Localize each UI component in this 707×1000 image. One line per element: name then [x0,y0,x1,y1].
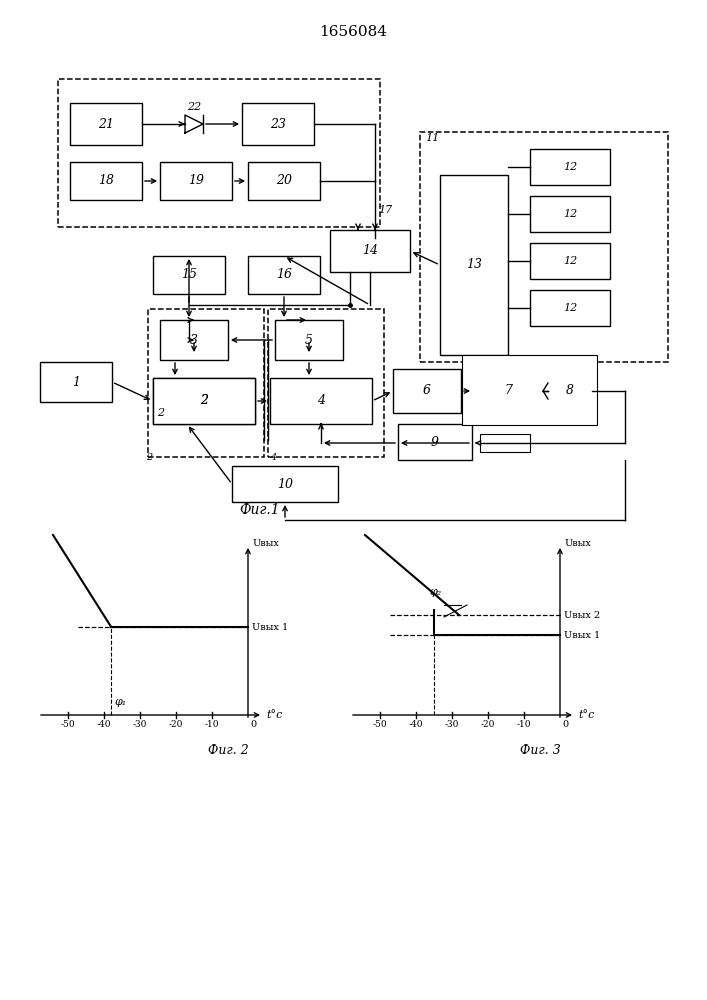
Text: Фиг.1: Фиг.1 [240,503,280,517]
Text: 0: 0 [250,720,256,729]
Text: 8: 8 [566,384,574,397]
Text: 5: 5 [305,334,313,347]
Text: -10: -10 [205,720,219,729]
Text: 2: 2 [200,394,208,408]
FancyBboxPatch shape [248,256,320,294]
FancyBboxPatch shape [530,243,610,279]
FancyBboxPatch shape [275,320,343,360]
Text: 2: 2 [157,408,164,418]
FancyBboxPatch shape [473,369,543,413]
Text: -50: -50 [373,720,387,729]
Text: -30: -30 [133,720,147,729]
Text: 2: 2 [146,453,152,462]
Text: -30: -30 [445,720,459,729]
Text: -10: -10 [517,720,531,729]
FancyBboxPatch shape [480,434,530,452]
FancyBboxPatch shape [530,196,610,232]
FancyBboxPatch shape [440,175,508,355]
Text: 0: 0 [562,720,568,729]
FancyBboxPatch shape [530,149,610,185]
Text: t°c: t°c [266,710,282,720]
Text: 15: 15 [181,268,197,282]
FancyBboxPatch shape [70,103,142,145]
Text: 11: 11 [425,133,439,143]
Text: Uвых 1: Uвых 1 [564,631,600,640]
Text: φ₁: φ₁ [115,697,127,707]
Text: Uвых: Uвых [565,538,592,548]
Text: 4: 4 [317,394,325,408]
Text: φ₂: φ₂ [429,587,441,597]
Text: 14: 14 [362,244,378,257]
FancyBboxPatch shape [393,369,461,413]
FancyBboxPatch shape [248,162,320,200]
Text: Uвых: Uвых [253,538,280,548]
Text: -50: -50 [61,720,76,729]
FancyBboxPatch shape [330,230,410,272]
Text: 21: 21 [98,117,114,130]
FancyBboxPatch shape [398,424,472,460]
Text: t°c: t°c [578,710,595,720]
Text: 3: 3 [190,334,198,347]
FancyBboxPatch shape [462,355,597,425]
Text: 13: 13 [466,258,482,271]
Text: Фиг. 2: Фиг. 2 [208,744,248,756]
FancyBboxPatch shape [160,320,228,360]
FancyBboxPatch shape [153,378,255,424]
FancyBboxPatch shape [530,290,610,326]
Text: -40: -40 [409,720,423,729]
Text: Фиг. 3: Фиг. 3 [520,744,561,756]
Text: 7: 7 [504,384,512,397]
Text: 4: 4 [270,453,276,462]
Text: 6: 6 [423,384,431,397]
Text: -20: -20 [481,720,495,729]
FancyBboxPatch shape [40,362,112,402]
FancyBboxPatch shape [232,466,338,502]
Text: 9: 9 [431,436,439,448]
Text: 23: 23 [270,117,286,130]
Text: 16: 16 [276,268,292,282]
FancyBboxPatch shape [160,162,232,200]
Text: 10: 10 [277,478,293,490]
Text: 12: 12 [563,303,577,313]
Text: 12: 12 [563,162,577,172]
FancyBboxPatch shape [153,378,255,424]
Text: 18: 18 [98,174,114,188]
Text: 12: 12 [563,209,577,219]
FancyBboxPatch shape [242,103,314,145]
Text: 22: 22 [187,102,201,112]
FancyBboxPatch shape [153,256,225,294]
Text: Uвых 1: Uвых 1 [252,622,288,632]
Text: 19: 19 [188,174,204,188]
FancyBboxPatch shape [70,162,142,200]
Text: 12: 12 [563,256,577,266]
Text: -20: -20 [169,720,183,729]
Text: Uвых 2: Uвых 2 [564,610,600,619]
Text: 17: 17 [378,205,392,215]
Text: 2: 2 [200,394,208,408]
FancyBboxPatch shape [270,378,372,424]
Text: 1: 1 [72,375,80,388]
Text: 1656084: 1656084 [319,25,387,39]
Text: -40: -40 [97,720,111,729]
Text: 20: 20 [276,174,292,188]
